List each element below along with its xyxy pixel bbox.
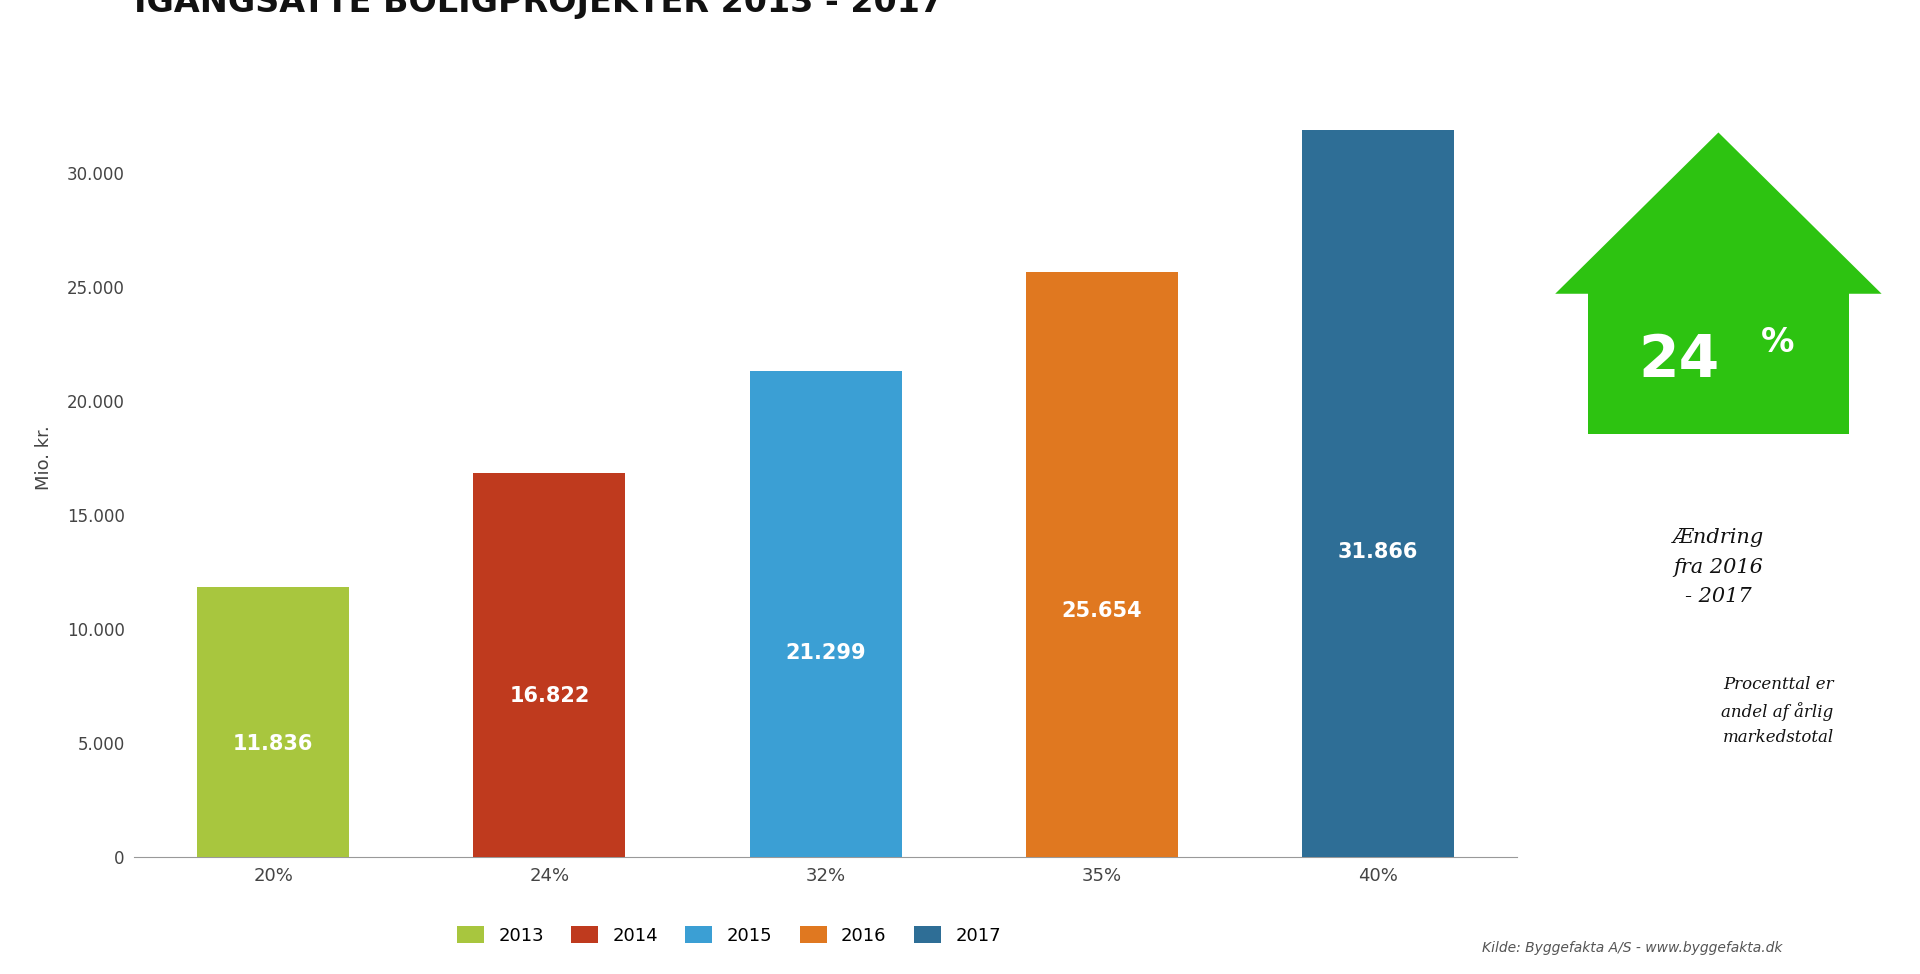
Text: 11.836: 11.836	[232, 733, 313, 754]
Text: IGANGSATTE BOLIGPROJEKTER 2013 - 2017: IGANGSATTE BOLIGPROJEKTER 2013 - 2017	[134, 0, 943, 19]
Text: Ændring
fra 2016
- 2017: Ændring fra 2016 - 2017	[1672, 528, 1764, 606]
Legend: 2013, 2014, 2015, 2016, 2017: 2013, 2014, 2015, 2016, 2017	[449, 919, 1008, 952]
Text: 16.822: 16.822	[509, 686, 589, 706]
Text: Kilde: Byggefakta A/S - www.byggefakta.dk: Kilde: Byggefakta A/S - www.byggefakta.d…	[1482, 941, 1782, 955]
Bar	[474, 473, 626, 857]
Text: 25.654: 25.654	[1062, 601, 1142, 621]
Bar	[1025, 272, 1177, 857]
Text: 31.866: 31.866	[1338, 542, 1419, 562]
Bar	[198, 587, 349, 857]
Text: 24: 24	[1638, 332, 1720, 389]
Bar	[1302, 130, 1453, 857]
Text: %: %	[1761, 326, 1793, 359]
Text: 21.299: 21.299	[785, 643, 866, 663]
Polygon shape	[1555, 132, 1882, 294]
Y-axis label: Mio. kr.: Mio. kr.	[35, 426, 54, 490]
Bar	[1588, 266, 1849, 434]
Bar	[749, 371, 902, 857]
Text: Procenttal er
andel af årlig
markedstotal: Procenttal er andel af årlig markedstota…	[1722, 676, 1834, 746]
